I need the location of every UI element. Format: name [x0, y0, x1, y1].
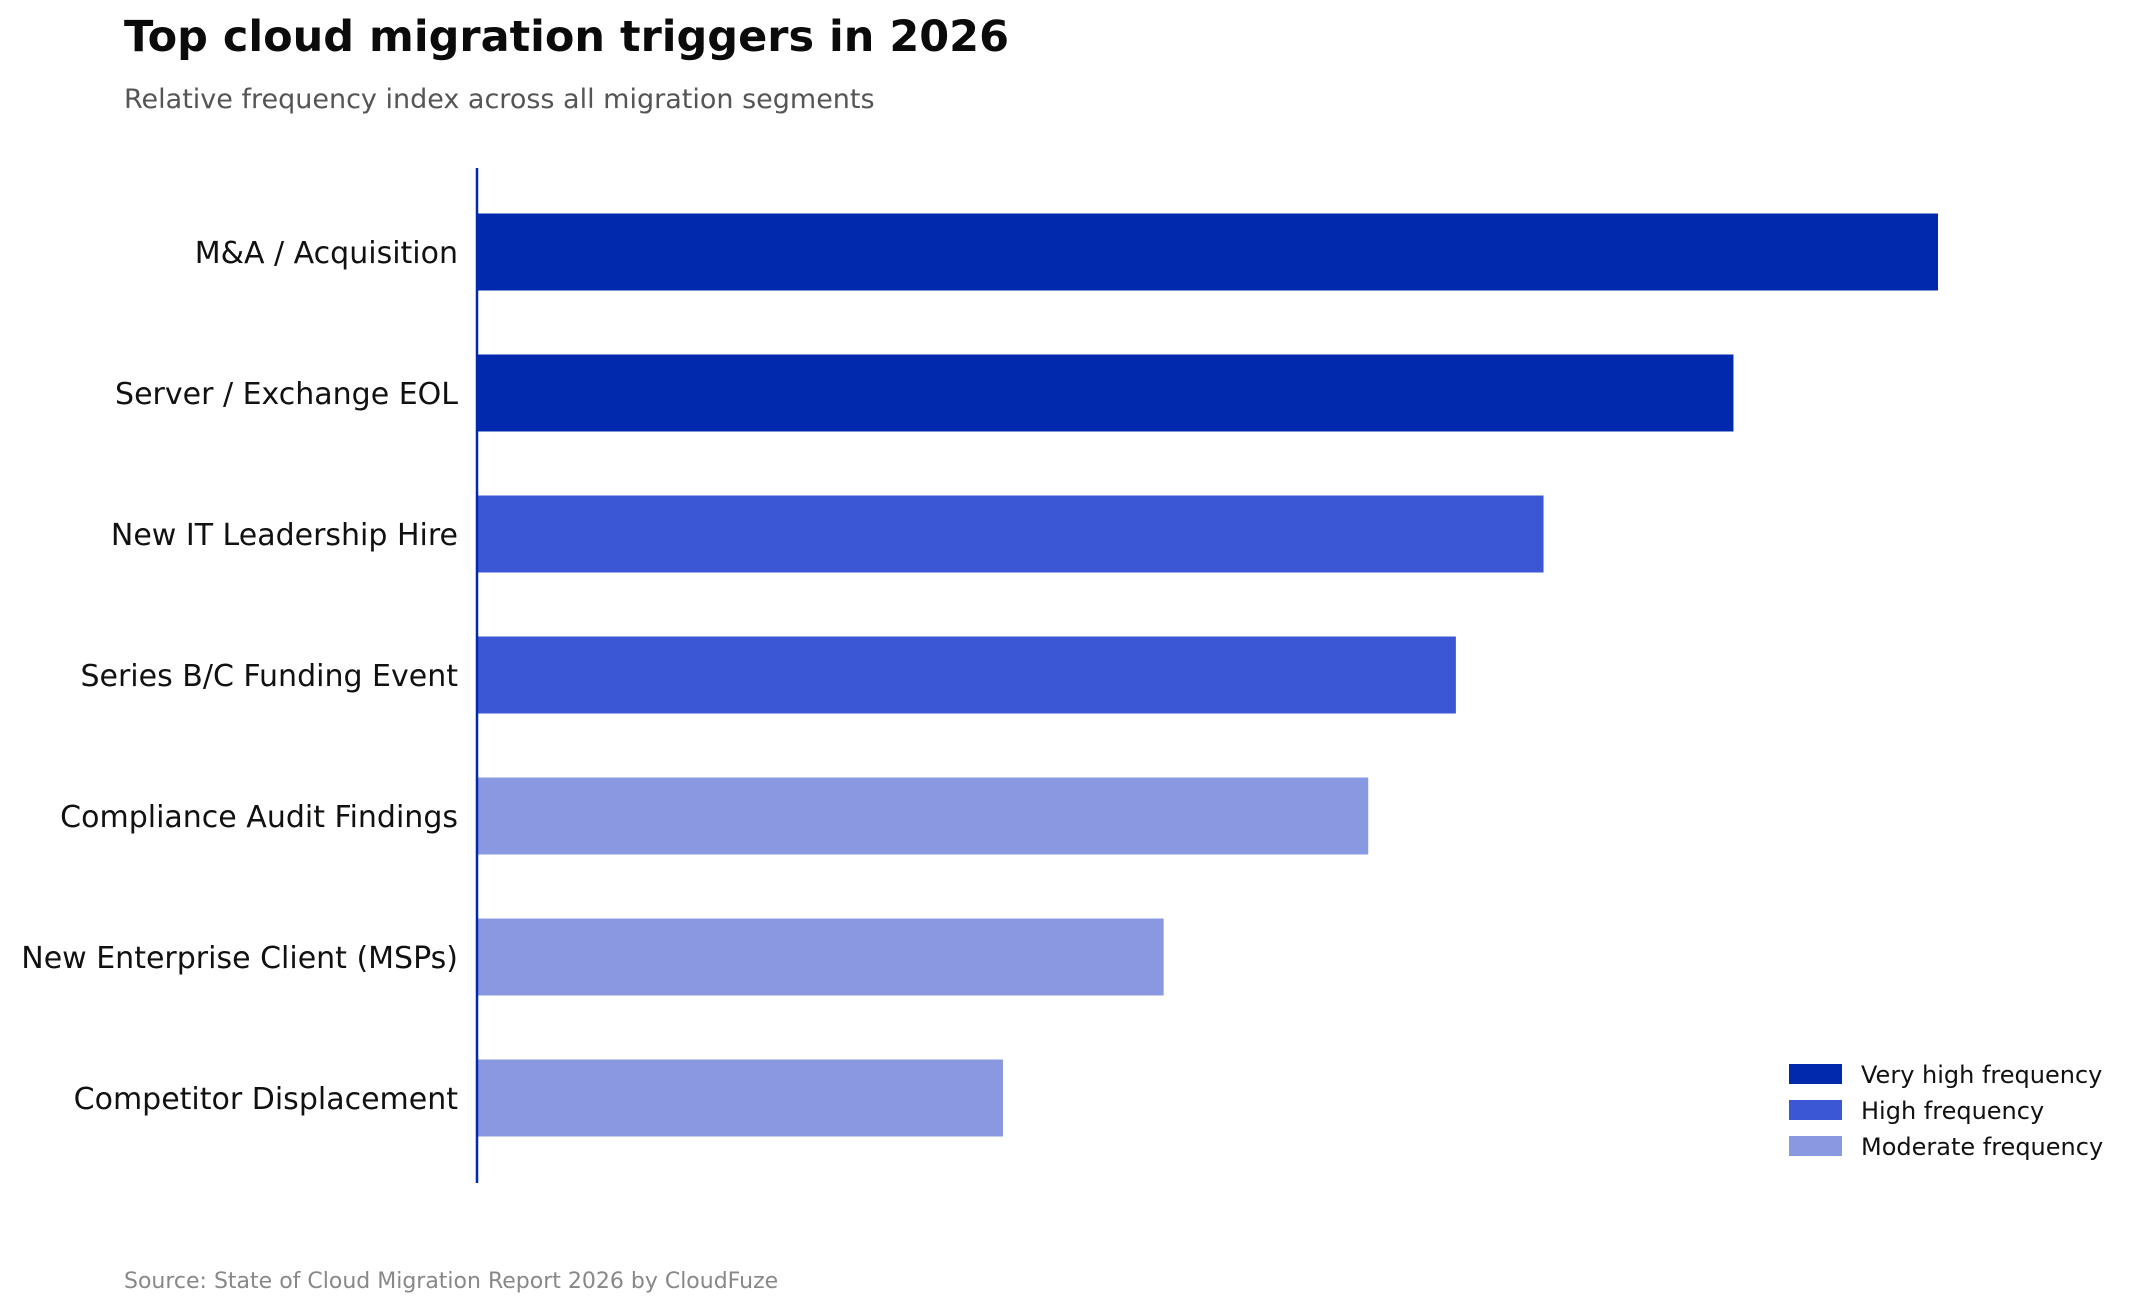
bar-5 — [477, 777, 1369, 855]
legend: Very high frequency High frequency Moderat… — [1789, 1061, 2103, 1161]
chart-subtitle: Relative frequency index across all migr… — [124, 84, 875, 115]
legend-swatch-1 — [1789, 1064, 1842, 1084]
category-label-2: Server / Exchange EOL — [115, 377, 458, 412]
legend-swatch-3 — [1789, 1136, 1842, 1156]
category-label-3: New IT Leadership Hire — [111, 518, 458, 553]
category-label-4: Series B/C Funding Event — [80, 659, 458, 694]
legend-label-3: Moderate frequency — [1861, 1133, 2103, 1161]
bar-3 — [477, 495, 1544, 573]
category-label-6: New Enterprise Client (MSPs) — [21, 941, 458, 976]
bar-2 — [477, 354, 1734, 432]
category-label-5: Compliance Audit Findings — [60, 800, 458, 835]
legend-swatch-2 — [1789, 1100, 1842, 1120]
bar-7 — [477, 1059, 1003, 1137]
bar-6 — [477, 918, 1164, 996]
category-labels: M&A / Acquisition Server / Exchange EOL Ne… — [21, 236, 458, 1117]
category-label-7: Competitor Displacement — [74, 1082, 459, 1117]
bars-group — [477, 213, 1938, 1137]
category-label-1: M&A / Acquisition — [195, 236, 458, 271]
source-note: Source: State of Cloud Migration Report … — [124, 1269, 778, 1294]
bar-4 — [477, 636, 1456, 714]
legend-label-2: High frequency — [1861, 1097, 2044, 1125]
bar-1 — [477, 213, 1938, 291]
chart-title: Top cloud migration triggers in 2026 — [124, 12, 1009, 62]
legend-label-1: Very high frequency — [1861, 1061, 2102, 1089]
